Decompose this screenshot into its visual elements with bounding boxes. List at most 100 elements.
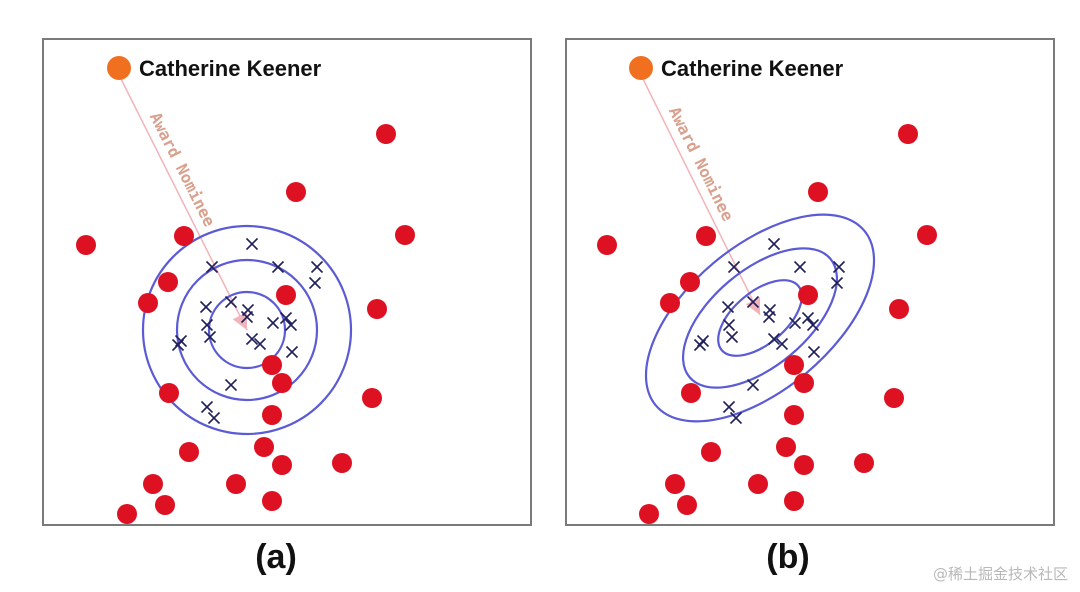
red-point: [776, 437, 796, 457]
relation-arrow-line: [120, 78, 248, 331]
cross-marker: [807, 345, 821, 359]
red-point: [179, 442, 199, 462]
cross-marker: [310, 260, 324, 274]
red-point: [262, 355, 282, 375]
red-point: [155, 495, 175, 515]
red-point: [76, 235, 96, 255]
cross-marker: [245, 237, 259, 251]
cross-marker: [284, 318, 298, 332]
red-point: [898, 124, 918, 144]
cross-marker: [721, 300, 735, 314]
cross-marker: [200, 318, 214, 332]
cross-marker: [240, 310, 254, 324]
red-point: [660, 293, 680, 313]
cross-marker: [767, 332, 781, 346]
cross-marker: [727, 260, 741, 274]
relation-arrow-line: [642, 78, 761, 316]
contour-ellipse-2: [681, 247, 839, 389]
cross-marker: [830, 276, 844, 290]
cross-marker: [200, 400, 214, 414]
panel-b: Award Nominee Catherine Keener: [565, 38, 1055, 526]
cross-marker: [722, 318, 736, 332]
caption-a: (a): [255, 538, 297, 576]
cross-marker: [266, 316, 280, 330]
red-point: [254, 437, 274, 457]
cross-marker: [308, 276, 322, 290]
red-point: [262, 405, 282, 425]
red-point: [395, 225, 415, 245]
head-entity-dot: [629, 56, 653, 80]
contour-ellipse-1: [717, 279, 803, 357]
cross-marker: [279, 311, 293, 325]
red-point: [917, 225, 937, 245]
panel-a-plot: Award Nominee Catherine Keener: [76, 56, 415, 524]
cross-marker: [224, 378, 238, 392]
red-point: [158, 272, 178, 292]
red-point: [889, 299, 909, 319]
cross-marker: [171, 338, 185, 352]
cross-marker: [285, 345, 299, 359]
cross-marker: [762, 310, 776, 324]
cross-marker: [775, 337, 789, 351]
cross-marker: [801, 311, 815, 325]
red-point: [748, 474, 768, 494]
panel-a: Award Nominee Catherine Keener: [42, 38, 532, 526]
red-point: [794, 373, 814, 393]
red-point: [367, 299, 387, 319]
cross-marker: [767, 237, 781, 251]
cross-marker: [832, 260, 846, 274]
red-point: [784, 405, 804, 425]
red-point: [696, 226, 716, 246]
cross-marker: [746, 295, 760, 309]
red-point: [784, 355, 804, 375]
cross-marker: [722, 400, 736, 414]
red-point: [597, 235, 617, 255]
relation-label: Award Nominee: [146, 109, 219, 229]
relation-arrow-head: [745, 297, 761, 315]
red-point: [680, 272, 700, 292]
red-point: [362, 388, 382, 408]
head-entity-label: Catherine Keener: [139, 56, 322, 81]
red-point: [332, 453, 352, 473]
red-point: [117, 504, 137, 524]
contour-ring-2: [175, 258, 319, 402]
red-point: [174, 226, 194, 246]
cross-marker: [203, 330, 217, 344]
red-point: [784, 491, 804, 511]
cross-marker: [746, 378, 760, 392]
cross-marker: [245, 332, 259, 346]
cross-marker: [253, 337, 267, 351]
cross-marker: [271, 260, 285, 274]
cross-marker: [693, 338, 707, 352]
red-point: [262, 491, 282, 511]
red-point: [794, 455, 814, 475]
cross-marker: [793, 260, 807, 274]
red-point: [854, 453, 874, 473]
red-point: [143, 474, 163, 494]
cross-marker: [199, 300, 213, 314]
red-point: [665, 474, 685, 494]
caption-b: (b): [766, 538, 810, 576]
cross-marker: [788, 316, 802, 330]
red-point: [286, 182, 306, 202]
red-point: [376, 124, 396, 144]
red-point: [884, 388, 904, 408]
red-point: [159, 383, 179, 403]
red-point: [276, 285, 296, 305]
contour-ring-3: [141, 224, 353, 436]
red-point: [701, 442, 721, 462]
red-point: [138, 293, 158, 313]
contour-ellipse-3: [644, 213, 876, 423]
cross-marker: [806, 318, 820, 332]
cross-marker: [725, 330, 739, 344]
panel-b-plot: Award Nominee Catherine Keener: [597, 56, 937, 524]
red-point: [226, 474, 246, 494]
red-point: [808, 182, 828, 202]
watermark: @稀土掘金技术社区: [932, 565, 1068, 583]
cross-marker: [729, 411, 743, 425]
red-point: [798, 285, 818, 305]
cross-marker: [207, 411, 221, 425]
red-point: [681, 383, 701, 403]
cross-marker: [205, 260, 219, 274]
red-point: [677, 495, 697, 515]
